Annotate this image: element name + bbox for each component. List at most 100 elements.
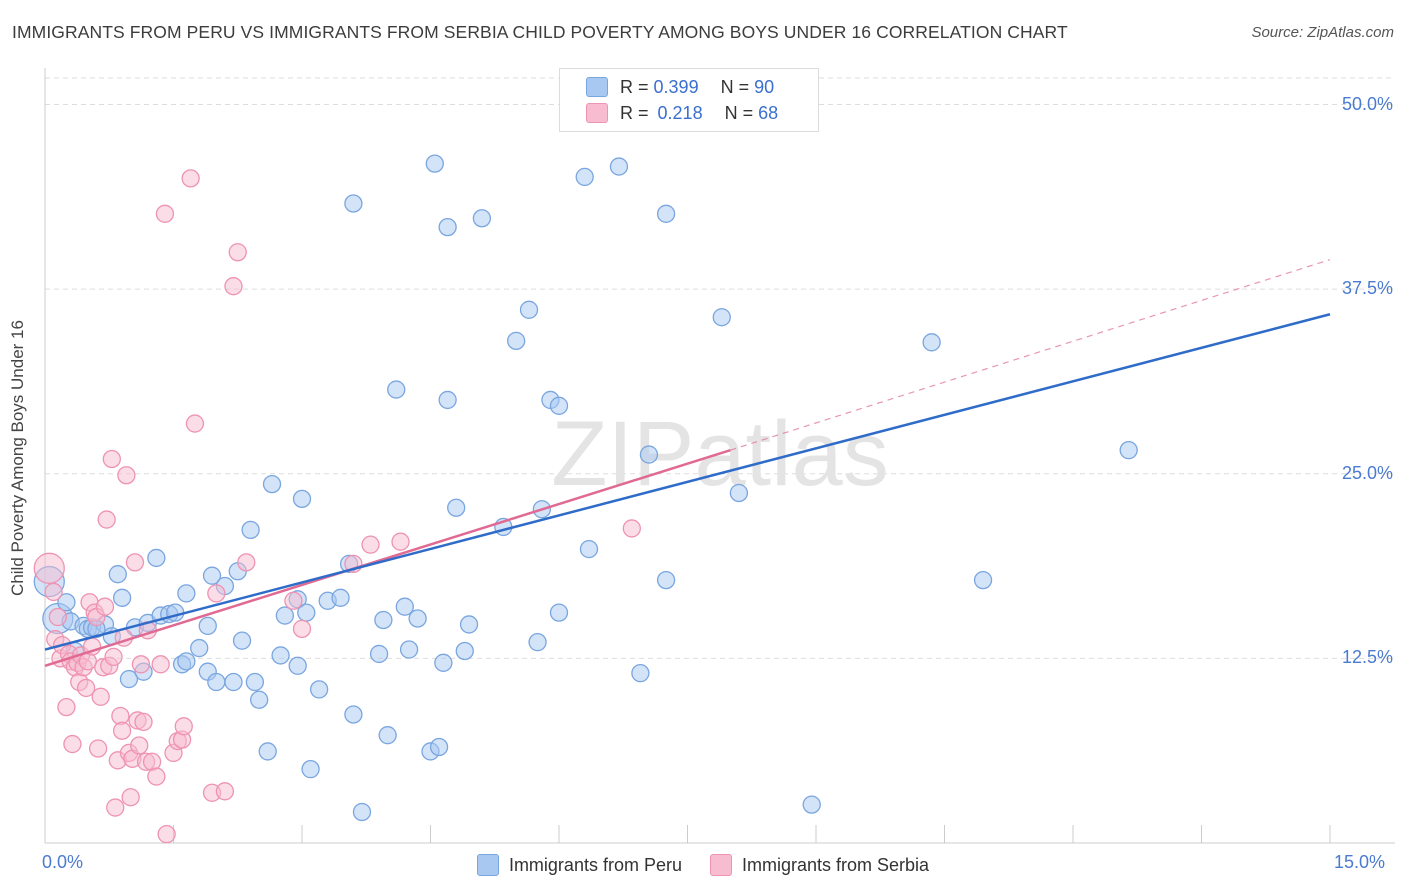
serbia-trend-line	[44, 448, 731, 667]
x-tick-min: 0.0%	[42, 852, 84, 872]
peru-point	[112, 588, 132, 607]
peru-point	[198, 616, 217, 636]
serbia-swatch	[586, 103, 608, 123]
peru-point	[301, 760, 320, 779]
peru-point	[275, 606, 295, 625]
y-tick-label: 25.0%	[1341, 462, 1393, 483]
peru-point	[374, 610, 393, 630]
legend-item-serbia[interactable]: Immigrants from Serbia	[709, 854, 930, 876]
serbia-point	[57, 697, 76, 717]
peru-point	[973, 570, 993, 590]
serbia-point	[185, 414, 205, 433]
series-serbia	[33, 169, 641, 844]
peru-point	[549, 396, 569, 415]
peru-r-label: R =	[620, 76, 649, 97]
peru-point	[262, 474, 282, 494]
y-tick-label: 50.0%	[1341, 93, 1393, 114]
legend-item-peru[interactable]: Immigrants from Peru	[476, 854, 682, 876]
peru-point	[309, 680, 329, 699]
y-tick-label: 12.5%	[1341, 647, 1393, 668]
peru-point	[241, 520, 260, 540]
serbia-point	[284, 591, 303, 610]
peru-point	[519, 300, 539, 319]
peru-point	[729, 483, 749, 503]
peru-point	[579, 539, 599, 559]
peru-point	[119, 669, 139, 689]
serbia-point	[95, 597, 115, 616]
y-tick-label: 37.5%	[1341, 278, 1393, 299]
peru-point	[177, 652, 196, 671]
legend-label-serbia: Immigrants from Serbia	[741, 854, 930, 875]
peru-point	[292, 489, 312, 509]
serbia-point	[76, 678, 96, 698]
peru-point	[922, 333, 941, 352]
serbia-point	[157, 824, 176, 844]
peru-point	[639, 445, 659, 464]
serbia-n-value: 68	[758, 102, 779, 123]
axes	[44, 68, 1395, 844]
stats-row-peru: R = 0.399 N = 90	[586, 74, 774, 100]
peru-point	[207, 672, 226, 692]
serbia-point	[391, 532, 410, 551]
peru-point	[271, 646, 290, 665]
serbia-point	[44, 582, 63, 602]
chart-title: IMMIGRANTS FROM PERU VS IMMIGRANTS FROM …	[12, 22, 1068, 42]
peru-point	[202, 566, 222, 585]
peru-point	[331, 588, 350, 607]
legend-swatch-peru	[476, 854, 499, 876]
serbia-n-label: N =	[724, 102, 754, 123]
peru-point	[224, 672, 243, 692]
peru-swatch	[586, 77, 608, 97]
serbia-point	[292, 619, 312, 638]
serbia-point	[102, 449, 121, 469]
serbia-point	[130, 736, 149, 755]
serbia-r-value: 0.218	[657, 102, 703, 123]
peru-point	[438, 390, 457, 410]
serbia-point	[147, 767, 166, 786]
peru-n-value: 90	[754, 76, 775, 97]
serbia-point	[121, 788, 140, 807]
peru-point	[250, 690, 269, 709]
peru-point	[429, 737, 449, 757]
serbia-point	[151, 655, 170, 674]
peru-point	[549, 603, 569, 622]
peru-point	[344, 705, 363, 724]
peru-point	[258, 742, 277, 761]
peru-point	[344, 194, 363, 213]
peru-point	[108, 565, 127, 584]
serbia-point	[63, 734, 82, 754]
peru-point	[455, 641, 474, 661]
peru-point	[190, 638, 209, 658]
serbia-point	[125, 553, 145, 572]
serbia-point	[117, 466, 136, 485]
peru-point	[507, 331, 526, 350]
legend-label-peru: Immigrants from Peru	[508, 854, 682, 875]
source-label: Source: ZipAtlas.com	[1251, 24, 1394, 41]
peru-point	[57, 593, 76, 612]
peru-point	[575, 167, 594, 187]
series-legend: Immigrants from Peru Immigrants from Ser…	[0, 852, 1406, 878]
peru-point	[369, 644, 389, 664]
peru-point	[232, 631, 252, 650]
serbia-point	[237, 553, 256, 572]
peru-point	[802, 795, 821, 814]
peru-point	[395, 597, 414, 616]
serbia-point	[91, 687, 110, 706]
serbia-r-label: R =	[620, 102, 649, 123]
peru-point	[447, 498, 466, 517]
peru-point	[631, 664, 650, 683]
serbia-point	[361, 535, 380, 554]
peru-point	[408, 609, 427, 628]
serbia-point	[134, 712, 153, 732]
peru-point	[434, 653, 453, 672]
peru-point	[472, 209, 492, 228]
stats-row-serbia: R = 0.218 N = 68	[586, 100, 778, 126]
peru-point	[245, 672, 265, 692]
serbia-point	[106, 798, 125, 817]
peru-point	[609, 157, 629, 176]
peru-point	[656, 204, 676, 223]
serbia-point	[97, 510, 116, 529]
peru-point	[166, 603, 185, 622]
trend-lines	[44, 259, 1331, 667]
